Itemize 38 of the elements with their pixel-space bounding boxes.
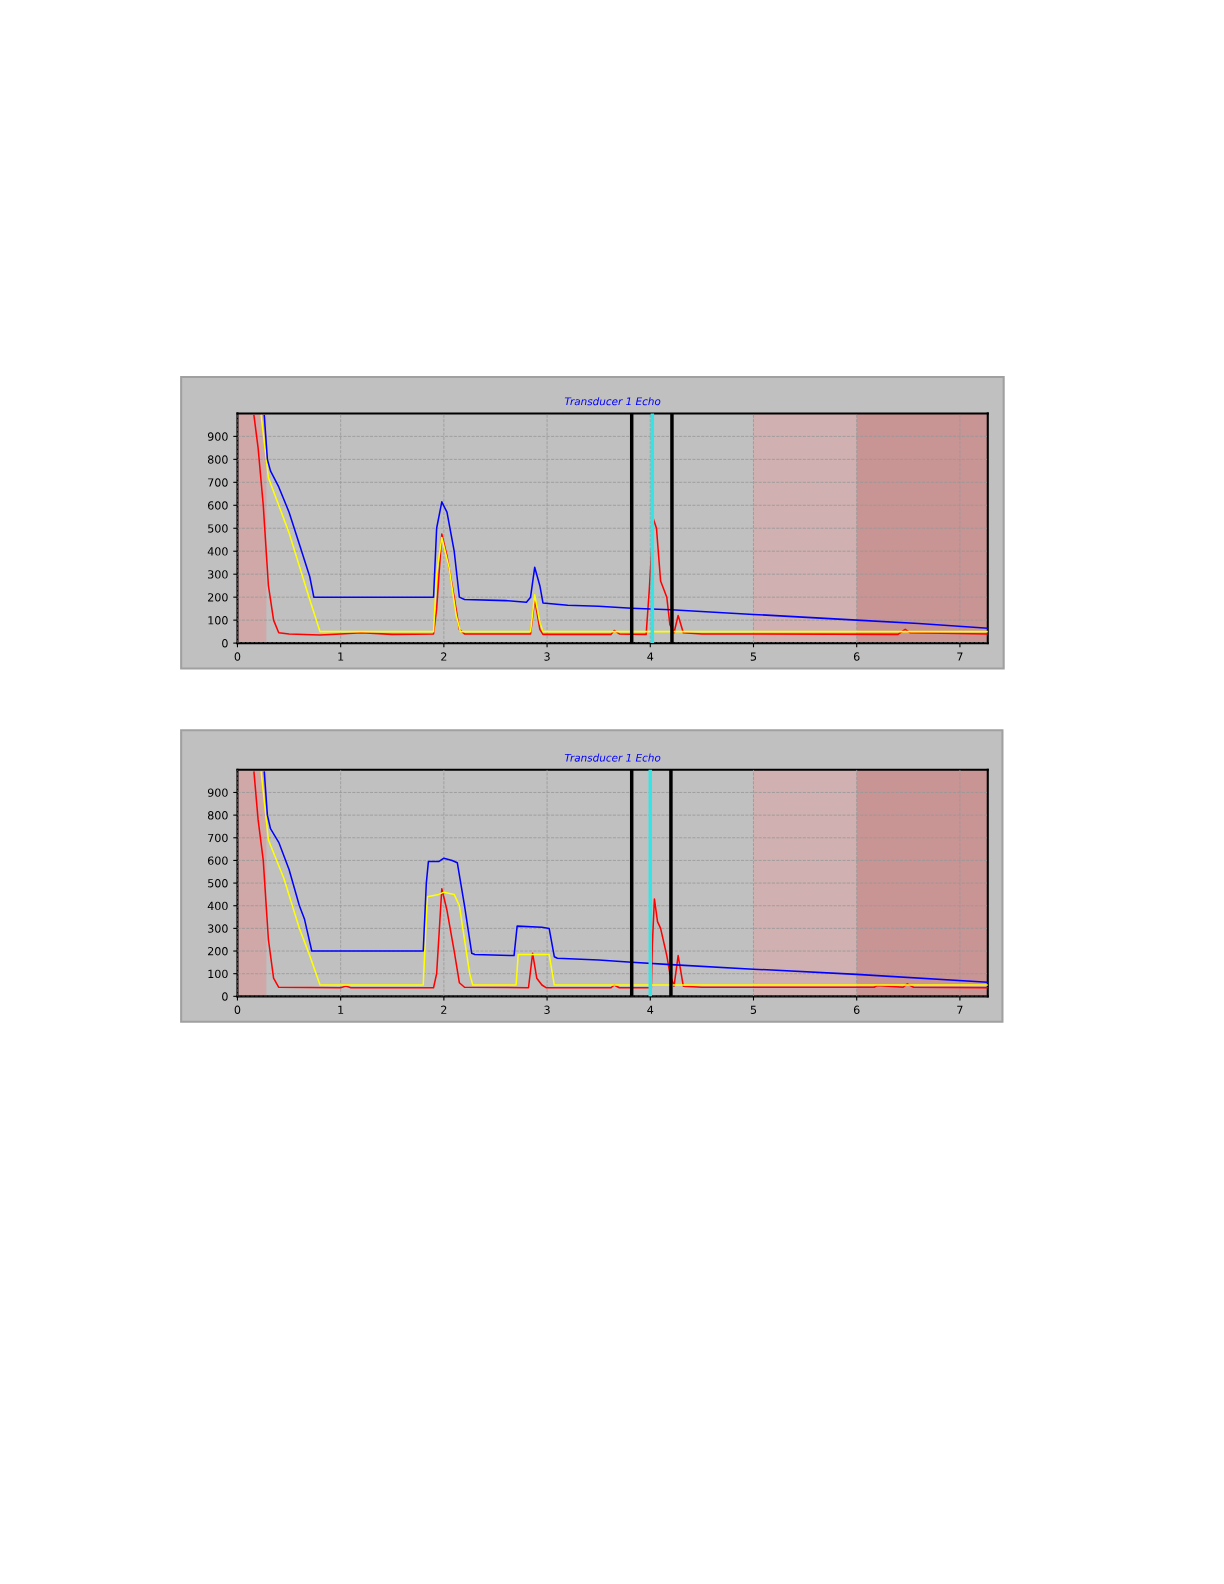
x-tick-label: 2 [441,652,447,661]
y-tick-label: 200 [208,947,228,956]
x-tick-label: 5 [750,1005,757,1014]
y-tick-label: 0 [222,992,228,1001]
y-tick-label: 0 [222,639,228,648]
y-tick-label: 200 [208,593,228,602]
x-tick-label: 0 [234,652,241,661]
y-tick-label: 600 [208,856,228,865]
x-tick-label: 7 [957,652,963,661]
y-tick-label: 700 [208,478,228,487]
y-tick-label: 700 [208,833,228,843]
y-tick-label: 800 [207,811,228,820]
y-tick-label: 400 [207,901,228,911]
x-tick-label: 4 [647,1005,654,1014]
y-tick-label: 300 [208,924,228,933]
x-tick-label: 4 [647,652,654,661]
x-tick-label: 6 [853,1005,860,1014]
x-tick-label: 2 [441,1005,447,1014]
x-tick-label: 7 [957,1005,963,1014]
y-tick-label: 500 [208,879,228,888]
x-tick-label: 5 [750,652,757,661]
y-tick-label: 300 [208,570,228,579]
y-tick-label: 900 [207,432,228,441]
x-tick-label: 1 [338,652,344,661]
chart-title: Transducer 1 Echo [564,753,661,762]
chart-title: Transducer 1 Echo [564,397,661,406]
y-tick-label: 800 [207,455,228,464]
x-tick-label: 0 [234,1005,241,1014]
x-tick-label: 3 [544,652,550,661]
y-tick-label: 500 [208,524,228,533]
y-tick-label: 900 [207,788,228,797]
y-tick-label: 600 [208,501,228,510]
x-tick-label: 3 [544,1005,550,1014]
y-tick-label: 400 [207,547,228,556]
y-tick-label: 100 [208,616,228,625]
y-tick-label: 100 [208,969,228,979]
x-tick-label: 6 [853,652,860,661]
x-tick-label: 1 [338,1005,344,1014]
